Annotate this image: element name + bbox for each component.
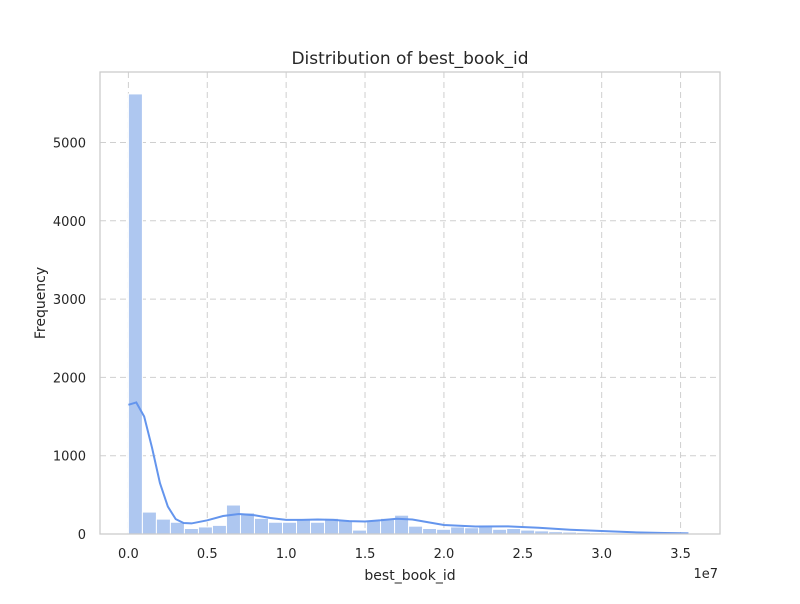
histogram-bar [170,522,184,534]
x-tick-label: 3.5 [670,547,691,562]
histogram-bar [493,529,507,534]
histogram-bar [128,94,142,534]
plot-frame [100,72,720,534]
x-tick-labels: 0.0 0.5 1.0 1.5 2.0 2.5 3.0 3.5 [118,547,691,562]
histogram-bar [268,522,282,534]
x-tick-label: 2.5 [512,547,533,562]
histogram-bar [226,505,240,534]
histogram-bar [465,528,479,534]
histogram-bar [451,527,465,534]
histogram-bar [507,529,521,534]
y-tick-label: 1000 [53,450,86,465]
histogram-bar [437,529,451,534]
histogram-bar [198,527,212,534]
y-axis-label: Frequency [33,267,49,339]
histogram-bar [156,519,170,534]
y-tick-label: 3000 [53,293,86,308]
y-tick-label: 2000 [53,371,86,386]
y-tick-label: 5000 [53,136,86,151]
x-axis-offset-label: 1e7 [693,567,718,582]
y-tick-label: 4000 [53,215,86,230]
x-tick-label: 0.5 [197,547,218,562]
histogram-bar [184,529,198,534]
histogram-bar [254,518,268,534]
histogram-bar [212,525,226,534]
x-tick-label: 0.0 [118,547,139,562]
y-tick-label: 0 [78,528,86,543]
histogram-bar [479,527,493,534]
grid-layer [100,72,720,534]
x-tick-label: 1.0 [276,547,297,562]
x-tick-label: 1.5 [355,547,376,562]
histogram-bar [423,529,437,534]
x-tick-label: 3.0 [591,547,612,562]
histogram-bar [409,526,423,534]
kde-curve [128,402,688,533]
histogram-bar [297,520,311,534]
histogram-bar [142,512,156,534]
x-tick-label: 2.0 [434,547,455,562]
bar-layer [128,94,688,534]
y-tick-labels: 0 1000 2000 3000 4000 5000 [53,136,86,543]
histogram-bar [282,522,296,534]
chart-title: Distribution of best_book_id [291,49,528,69]
histogram-bar [311,522,325,534]
histogram-bar [367,521,381,534]
x-axis-label: best_book_id [364,568,455,584]
